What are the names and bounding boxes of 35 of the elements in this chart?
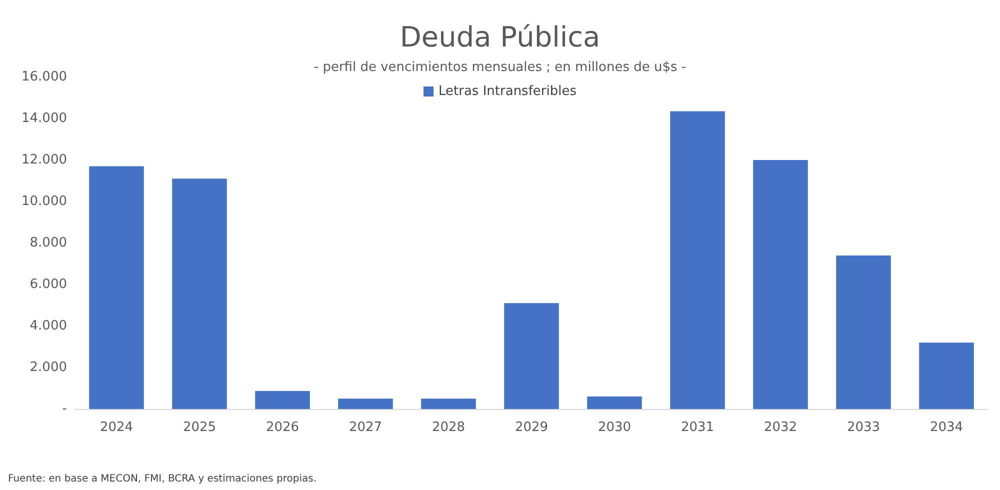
bar [670, 111, 725, 409]
source-note: Fuente: en base a MECON, FMI, BCRA y estimaciones propias. [8, 474, 317, 484]
bar [255, 390, 310, 409]
x-tick-label: 2032 [764, 420, 798, 435]
chart-title: Deuda Pública [400, 20, 600, 54]
bar [753, 160, 808, 409]
bar [338, 398, 393, 409]
x-tick-label: 2033 [846, 420, 880, 435]
x-tick-label: 2030 [598, 420, 632, 435]
bar [89, 166, 144, 409]
bar [836, 255, 891, 409]
bar [587, 396, 642, 409]
y-tick-label: 14.000 [22, 111, 67, 126]
x-tick-label: 2031 [680, 420, 714, 435]
x-tick-label: 2029 [514, 420, 548, 435]
y-tick-label: - [62, 402, 68, 416]
bar [504, 303, 559, 409]
x-tick-label: 2024 [100, 420, 134, 435]
bar [919, 342, 974, 409]
y-tick-label: 12.000 [22, 152, 67, 168]
y-tick-label: 10.000 [22, 194, 67, 209]
x-tick-label: 2027 [348, 420, 382, 435]
bar [172, 178, 227, 409]
x-tick-label: 2026 [266, 420, 300, 435]
y-tick-label: 8.000 [30, 236, 67, 250]
y-tick-label: 2.000 [30, 360, 67, 375]
x-tick-label: 2028 [432, 420, 466, 435]
chart-subtitle: - perfil de vencimientos mensuales ; en millones de u$s - [314, 60, 686, 75]
x-tick-label: 2034 [930, 420, 964, 435]
y-tick-label: 6.000 [30, 277, 67, 292]
y-tick-label: 16.000 [22, 70, 67, 84]
legend-label: Letras Intransferibles [438, 84, 577, 99]
y-tick-label: 4.000 [30, 318, 67, 334]
bar [421, 398, 476, 409]
x-tick-label: 2025 [182, 420, 216, 435]
